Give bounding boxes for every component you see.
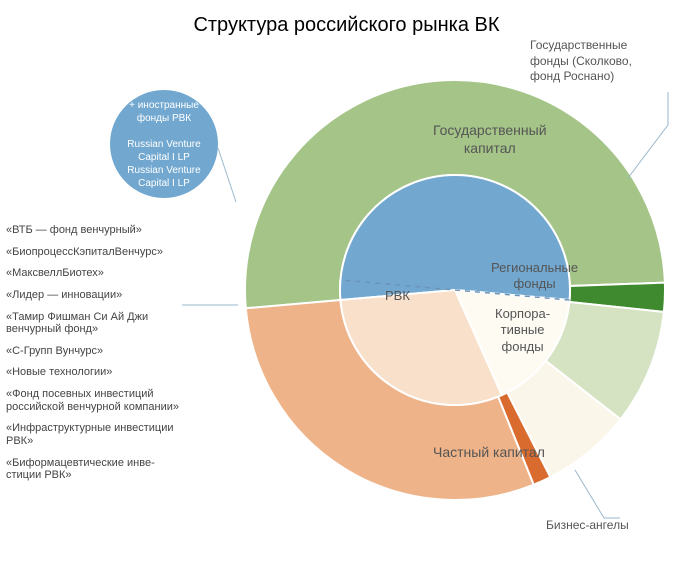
- leader-line-3: [218, 148, 236, 202]
- fund-list-item: «Инфраструктурные инвести­ции РВК»: [6, 422, 181, 447]
- label-private-capital: Частный капитал: [433, 444, 545, 462]
- fund-list-item: «Фонд посевных инвестиций российской вен…: [6, 388, 181, 413]
- label-corporate: Корпора-тивныефонды: [495, 306, 550, 355]
- fund-list-item: «БиопроцессКэпиталВенчурс»: [6, 246, 181, 259]
- fund-list-item: «Тамир Фишман Си Ай Джи венчурный фонд»: [6, 311, 181, 336]
- fund-list-item: «Биформацевтические инве­стиции РВК»: [6, 457, 181, 482]
- label-gov-funds: Государственныефонды (Сколково,фонд Росн…: [530, 38, 632, 85]
- label-business-angels: Бизнес-ангелы: [546, 518, 629, 534]
- label-gov-capital: Государственныйкапитал: [433, 122, 547, 157]
- fund-list-item: «Новые технологии»: [6, 366, 181, 379]
- label-regional: Региональныефонды: [491, 260, 578, 293]
- fund-list-item: «Лидер — инновации»: [6, 289, 181, 302]
- fund-list-item: «С-Групп Вунчурс»: [6, 345, 181, 358]
- fund-list-item: «МаксвеллБиотех»: [6, 267, 181, 280]
- fund-list-item: «ВТБ — фонд венчурный»: [6, 224, 181, 237]
- fund-list: «ВТБ — фонд венчурный» «БиопроцессКэпитал…: [6, 224, 181, 491]
- nested-pie-chart: РВК Региональныефонды Корпора-тивныефонд…: [235, 70, 675, 510]
- label-rvk: РВК: [385, 288, 410, 304]
- rvk-foreign-funds-bubble: + иностранные фонды РВКRussian Venture C…: [110, 90, 218, 198]
- page-title: Структура российского рынка ВК: [0, 14, 693, 37]
